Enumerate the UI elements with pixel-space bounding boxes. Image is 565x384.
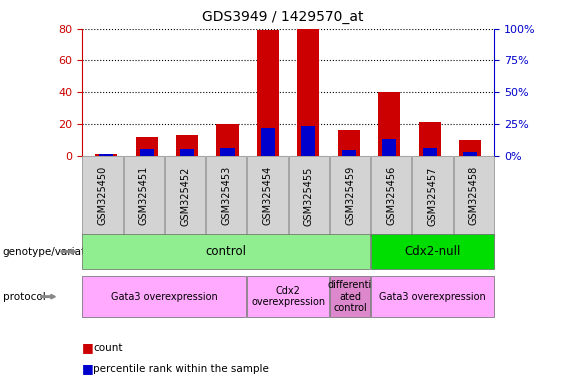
Bar — [463, 152, 477, 156]
Bar — [459, 140, 481, 156]
Text: GSM325456: GSM325456 — [386, 166, 396, 225]
Text: GDS3949 / 1429570_at: GDS3949 / 1429570_at — [202, 10, 363, 23]
Text: percentile rank within the sample: percentile rank within the sample — [93, 364, 269, 374]
Bar — [301, 126, 315, 156]
Bar — [95, 154, 118, 156]
Bar — [342, 151, 356, 156]
Text: differenti
ated
control: differenti ated control — [328, 280, 372, 313]
Text: Cdx2-null: Cdx2-null — [405, 245, 460, 258]
Text: Cdx2
overexpression: Cdx2 overexpression — [251, 286, 325, 308]
Bar — [382, 139, 396, 156]
Text: GSM325458: GSM325458 — [469, 166, 479, 225]
Text: protocol: protocol — [3, 291, 46, 302]
Text: GSM325453: GSM325453 — [221, 166, 231, 225]
Bar — [419, 122, 441, 156]
Bar — [423, 148, 437, 156]
Bar — [216, 124, 238, 156]
Text: Gata3 overexpression: Gata3 overexpression — [111, 291, 218, 302]
Text: Gata3 overexpression: Gata3 overexpression — [379, 291, 486, 302]
Text: genotype/variation: genotype/variation — [3, 247, 102, 257]
Text: GSM325452: GSM325452 — [180, 166, 190, 225]
Bar — [338, 130, 360, 156]
Bar — [99, 154, 113, 156]
Text: count: count — [93, 343, 123, 353]
Bar — [378, 92, 401, 156]
Bar — [140, 149, 154, 156]
Text: GSM325455: GSM325455 — [304, 166, 314, 225]
Bar — [297, 29, 319, 156]
Text: control: control — [206, 245, 247, 258]
Text: ■: ■ — [82, 362, 94, 375]
Bar — [261, 127, 275, 156]
Text: GSM325459: GSM325459 — [345, 166, 355, 225]
Bar — [176, 135, 198, 156]
Bar — [257, 30, 279, 156]
Bar — [220, 148, 234, 156]
Text: GSM325450: GSM325450 — [98, 166, 107, 225]
Bar — [136, 137, 158, 156]
Bar — [180, 149, 194, 156]
Text: GSM325451: GSM325451 — [139, 166, 149, 225]
Text: GSM325454: GSM325454 — [263, 166, 272, 225]
Text: GSM325457: GSM325457 — [428, 166, 437, 225]
Text: ■: ■ — [82, 341, 94, 354]
